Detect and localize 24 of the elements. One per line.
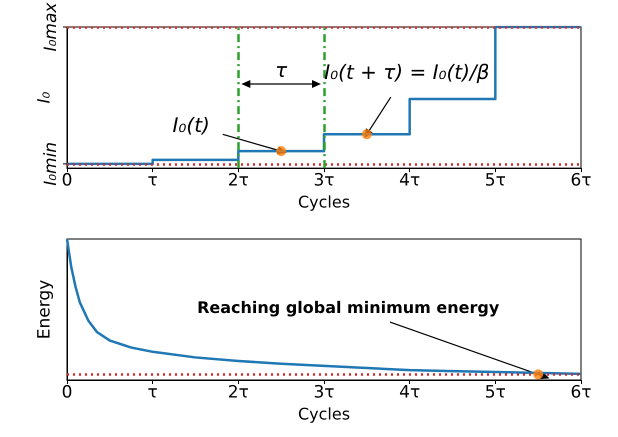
x-tick-label: 0 (62, 382, 72, 402)
x-tick-label: τ (148, 382, 158, 402)
x-axis-title: Cycles (298, 404, 350, 424)
x-tick-label: 3τ (313, 382, 335, 402)
x-tick-label: 5τ (484, 170, 506, 191)
ref-line-label: I₀max (41, 2, 61, 52)
y-axis-title: Energy (34, 280, 54, 340)
x-tick-label: τ (148, 170, 158, 191)
x-tick-label: 2τ (228, 170, 249, 191)
x-tick-label: 3τ (313, 170, 335, 191)
annotation: τ (275, 58, 288, 82)
x-tick-label: 6τ (570, 382, 592, 402)
x-tick-label: 5τ (484, 382, 506, 402)
ref-line-label: I₀min (41, 142, 61, 186)
annotation: Reaching global minimum energy (197, 298, 500, 317)
x-tick-label: 4τ (399, 382, 420, 402)
x-axis-title: Cycles (298, 192, 350, 212)
x-tick-label: 4τ (399, 170, 420, 191)
annotation: I₀(t) (172, 113, 210, 138)
x-tick-label: 2τ (228, 382, 249, 402)
annotation: I₀(t + τ) = I₀(t)/β (324, 60, 490, 84)
x-tick-label: 0 (62, 170, 72, 191)
x-tick-label: 6τ (570, 170, 592, 191)
y-axis-title: I₀ (34, 91, 54, 104)
